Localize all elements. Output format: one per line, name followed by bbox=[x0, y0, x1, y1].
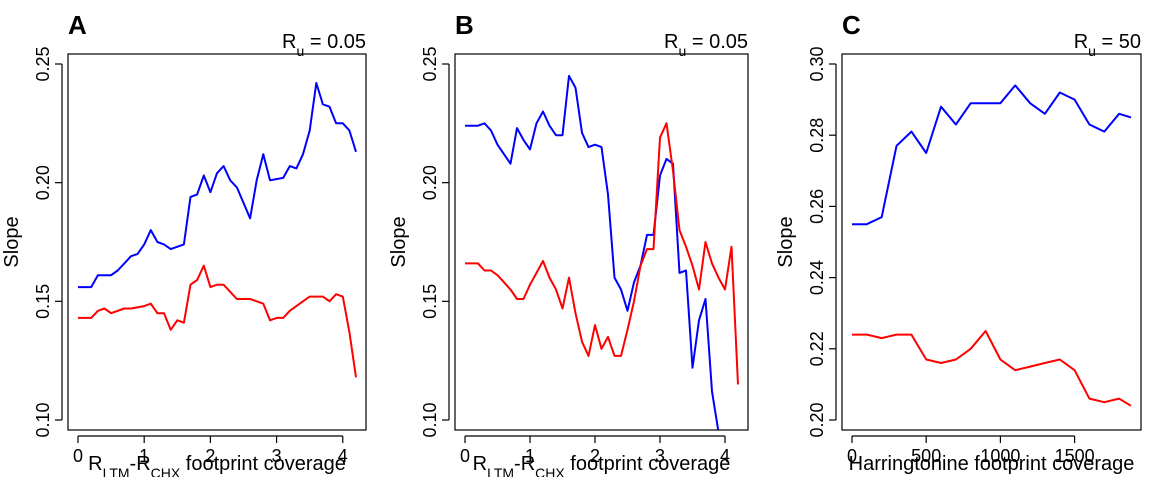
x-tick-label: 0 bbox=[460, 446, 470, 466]
y-tick-label: 0.25 bbox=[420, 46, 440, 81]
ru-label-sub: u bbox=[296, 43, 304, 59]
plot-frame bbox=[454, 53, 749, 431]
x-axis-label-part: footprint coverage bbox=[180, 453, 346, 475]
y-tick-label: 0.20 bbox=[420, 165, 440, 200]
ru-label: Ru = 50 bbox=[1074, 31, 1141, 59]
y-tick-label: 0.15 bbox=[420, 284, 440, 319]
ru-label-r: R bbox=[1074, 31, 1088, 53]
x-axis-label-text: Harringtonine footprint coverage bbox=[849, 453, 1135, 475]
ru-label-sub: u bbox=[1088, 43, 1096, 59]
x-axis-label-part: R bbox=[88, 453, 102, 475]
series-line-red bbox=[465, 122, 739, 385]
plot-frame bbox=[67, 53, 367, 431]
x-tick-label: 4 bbox=[720, 446, 730, 466]
x-tick-label: 1 bbox=[139, 446, 149, 466]
panel-letter: B bbox=[455, 10, 474, 40]
x-axis-label-part: CHX bbox=[535, 465, 565, 477]
panel-c: 0 500 1000 1500 0.20 0.22 0.24 0.26 0.28 0.30 C Ru … bbox=[775, 10, 1142, 475]
x-tick-label: 3 bbox=[655, 446, 665, 466]
x-tick-label: 1000 bbox=[980, 446, 1020, 466]
x-axis-label-part: R bbox=[473, 453, 487, 475]
y-tick-label: 0.28 bbox=[807, 118, 827, 153]
x-tick-label: 2 bbox=[590, 446, 600, 466]
ru-label-sub: u bbox=[678, 43, 686, 59]
series-line-blue bbox=[78, 82, 357, 289]
series-line-blue bbox=[465, 74, 720, 430]
panel-letter: C bbox=[842, 10, 861, 40]
ru-label: Ru = 0.05 bbox=[282, 31, 366, 59]
y-tick-label: 0.20 bbox=[807, 402, 827, 437]
x-axis-label-part: -R bbox=[514, 453, 535, 475]
ru-label-value: = 0.05 bbox=[304, 31, 366, 53]
ru-label-r: R bbox=[664, 31, 678, 53]
ru-label-value: = 0.05 bbox=[686, 31, 748, 53]
y-axis-label: Slope bbox=[388, 216, 410, 267]
x-axis-label-part: -R bbox=[130, 453, 151, 475]
y-tick-label: 0.10 bbox=[420, 402, 440, 437]
series-line-red bbox=[852, 330, 1132, 407]
y-axis-label: Slope bbox=[775, 216, 797, 267]
x-axis-label-part: LTM bbox=[103, 465, 130, 477]
x-axis-label-part: LTM bbox=[487, 465, 514, 477]
x-tick-label: 0 bbox=[73, 446, 83, 466]
plot-frame bbox=[841, 53, 1142, 431]
series-line-red bbox=[78, 264, 357, 378]
x-tick-label: 0 bbox=[847, 446, 857, 466]
x-axis-label-part: CHX bbox=[151, 465, 181, 477]
y-tick-label: 0.24 bbox=[807, 260, 827, 295]
x-axis-label-part: footprint coverage bbox=[565, 453, 731, 475]
x-axis-label: RLTM-RCHX footprint coverage bbox=[88, 453, 346, 477]
y-tick-label: 0.30 bbox=[807, 46, 827, 81]
x-axis-label: RLTM-RCHX footprint coverage bbox=[473, 453, 731, 477]
y-tick-label: 0.20 bbox=[33, 165, 53, 200]
x-tick-label: 4 bbox=[338, 446, 348, 466]
ru-label: Ru = 0.05 bbox=[664, 31, 748, 59]
y-axis-label: Slope bbox=[1, 216, 23, 267]
y-tick-label: 0.22 bbox=[807, 331, 827, 366]
x-tick-label: 1500 bbox=[1055, 446, 1095, 466]
x-tick-label: 500 bbox=[911, 446, 941, 466]
y-tick-label: 0.26 bbox=[807, 189, 827, 224]
y-tick-label: 0.10 bbox=[33, 402, 53, 437]
x-tick-label: 3 bbox=[272, 446, 282, 466]
ru-label-r: R bbox=[282, 31, 296, 53]
ru-label-value: = 50 bbox=[1096, 31, 1141, 53]
x-axis-label: Harringtonine footprint coverage bbox=[849, 453, 1135, 475]
y-tick-label: 0.25 bbox=[33, 46, 53, 81]
panel-letter: A bbox=[68, 10, 87, 40]
x-tick-label: 1 bbox=[525, 446, 535, 466]
series-line-blue bbox=[852, 84, 1132, 226]
y-tick-label: 0.15 bbox=[33, 284, 53, 319]
x-tick-label: 2 bbox=[205, 446, 215, 466]
